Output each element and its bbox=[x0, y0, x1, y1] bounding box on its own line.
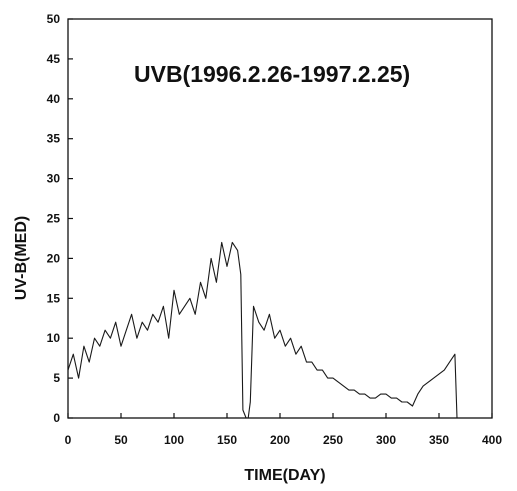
plot-frame bbox=[67, 18, 493, 419]
x-tick-label: 50 bbox=[114, 433, 128, 447]
x-axis-ticks: 0 50 100 150 200 250 300 350 400 bbox=[65, 413, 502, 447]
y-tick-label: 10 bbox=[47, 331, 61, 345]
x-tick-label: 150 bbox=[217, 433, 237, 447]
x-tick-label: 200 bbox=[270, 433, 290, 447]
y-tick-label: 15 bbox=[47, 291, 61, 305]
y-tick-label: 20 bbox=[47, 251, 61, 265]
x-tick-label: 350 bbox=[429, 433, 449, 447]
uvb-series-line bbox=[67, 241, 458, 419]
x-axis-label: TIME(DAY) bbox=[244, 467, 325, 484]
y-tick-label: 45 bbox=[47, 52, 61, 66]
y-tick-label: 40 bbox=[47, 92, 61, 106]
x-tick-label: 400 bbox=[482, 433, 502, 447]
y-axis-label: UV-B(MED) bbox=[13, 216, 30, 300]
y-axis-ticks: 0 5 10 15 20 25 30 35 40 45 50 bbox=[47, 12, 73, 425]
x-tick-label: 250 bbox=[323, 433, 343, 447]
y-tick-label: 25 bbox=[47, 212, 61, 226]
y-tick-label: 30 bbox=[47, 172, 61, 186]
y-tick-label: 35 bbox=[47, 132, 61, 146]
x-tick-label: 300 bbox=[376, 433, 396, 447]
x-tick-label: 0 bbox=[65, 433, 72, 447]
y-tick-label: 5 bbox=[53, 371, 60, 385]
y-tick-label: 50 bbox=[47, 12, 61, 26]
x-tick-label: 100 bbox=[164, 433, 184, 447]
chart-title: UVB(1996.2.26-1997.2.25) bbox=[134, 61, 410, 87]
y-tick-label: 0 bbox=[53, 411, 60, 425]
